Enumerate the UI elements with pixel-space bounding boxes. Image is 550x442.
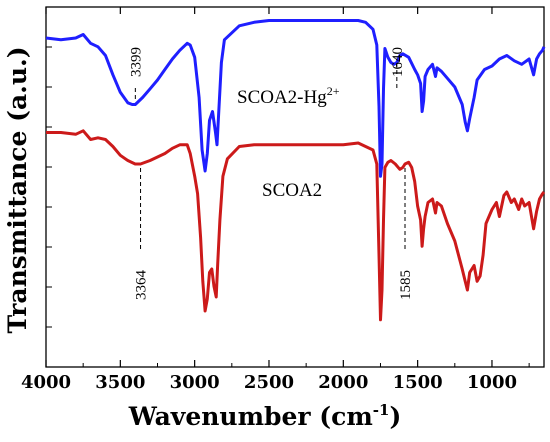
x-axis-title-end: ) [389,402,401,431]
x-axis-title: Wavenumber (cm-1) [128,401,402,431]
series-label-scoa2: SCOA2 [262,180,322,201]
x-tick-label-2000: 2000 [318,372,368,393]
x-axis-title-main: Wavenumber (cm [128,402,373,431]
series-line-scoa2-hg [45,19,546,178]
annotation-label-3399: 3399 [128,47,144,77]
x-tick-label-3500: 3500 [95,372,145,393]
annotation-label-1640: 1640 [390,47,406,77]
series-lines [45,19,546,322]
x-tick-label-2500: 2500 [244,372,294,393]
y-axis-title: Transmittance (a.u.) [3,46,32,333]
series-line-scoa2 [46,129,546,322]
x-tick-label-1000: 1000 [467,372,517,393]
x-tick-label-3000: 3000 [170,372,220,393]
x-axis-title-sup: -1 [373,401,390,419]
x-tick-label-1500: 1500 [393,372,443,393]
series-label-scoa2-hg-main: SCOA2-Hg [237,87,327,108]
peak-annotations: 3399 1640 3364 1585 [128,47,414,300]
x-axis-ticks: 4000 3500 3000 2500 2000 1500 1000 [21,7,530,393]
plot-frame [45,6,545,368]
series-label-scoa2-hg: SCOA2-Hg2+ [237,84,340,108]
series-label-scoa2-hg-sup: 2+ [327,84,340,98]
annotation-label-3364: 3364 [134,270,150,301]
annotation-label-1585: 1585 [398,270,414,300]
x-tick-label-4000: 4000 [21,372,71,393]
